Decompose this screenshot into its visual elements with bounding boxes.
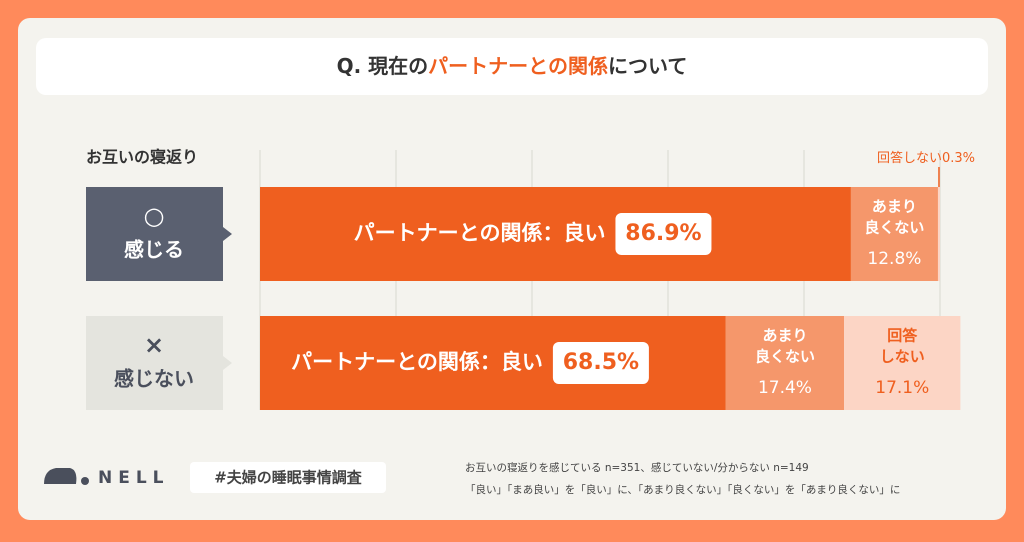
category-arrow [223,356,232,370]
logo-text: NELL [98,468,170,488]
segment-label: パートナーとの関係：良い [291,350,543,374]
segment-label: 回答しない [877,150,942,166]
outside-label: 回答しない0.3% [877,150,975,166]
logo-dot [81,477,89,485]
title-part: Q. 現在の [337,54,429,78]
logo: NELL [44,468,170,488]
segment-label: 良くない [864,219,924,237]
bar-segment [260,187,851,281]
bar-segment [844,316,961,410]
group-label: お互いの寝返り [86,148,198,167]
category-box [86,316,223,410]
value-box [552,342,649,384]
bar-segment [725,316,845,410]
value-box [615,213,712,255]
logo-icon [44,468,77,484]
value-label: 86.9% [625,221,701,246]
category-label: 感じない [114,367,194,391]
segment-label: あまり [762,327,807,345]
value-label: 0.3% [942,151,975,166]
title-box [36,38,988,95]
note: お互いの寝返りを感じている n=351、感じていない/分からない n=149 [465,461,809,474]
segment-label: 回答 [887,327,918,345]
tag: #夫婦の睡眠事情調査 [214,469,363,487]
value-label: 17.1% [875,378,929,398]
title-highlight: パートナーとの関係 [428,54,608,78]
category-label: 感じる [124,238,184,262]
segment-label: 良くない [755,348,815,366]
chart-title: Q. 現在のパートナーとの関係について [337,54,688,78]
note: 「良い」「まあ良い」を「良い」に、「あまり良くない」「良くない」を「あまり良くな… [465,483,900,496]
category-symbol: × [144,331,164,359]
tag-box [190,462,386,493]
value-label: 68.5% [563,350,639,375]
segment-label: しない [880,348,925,366]
segment-label: パートナーとの関係：良い [354,221,606,245]
bar-segment [850,187,938,281]
title-part: について [608,54,687,78]
bar-segment [937,187,940,281]
category-arrow [223,227,232,241]
category-box [86,187,223,281]
value-label: 17.4% [758,378,812,398]
value-label: 12.8% [867,249,921,269]
segment-label: あまり [872,198,917,216]
category-symbol: ○ [144,202,165,230]
